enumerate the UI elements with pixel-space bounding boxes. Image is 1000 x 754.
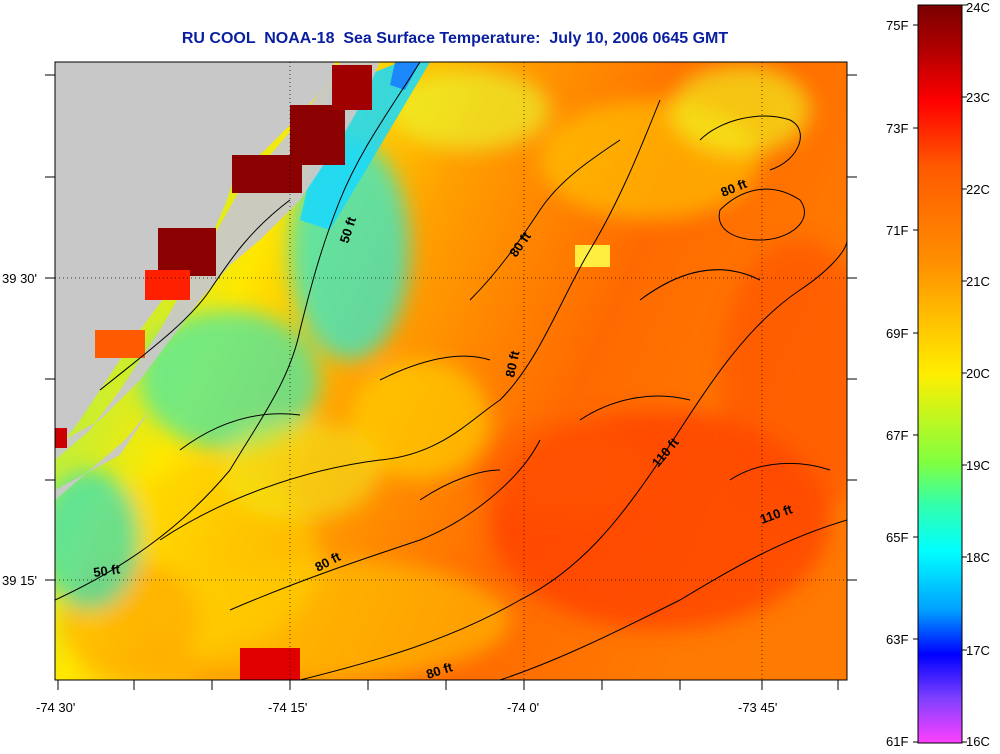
lon-label: -73 45'	[738, 700, 777, 715]
colorbar: 75F 73F 71F 69F 67F 65F 63F 61F 24C 23C …	[886, 0, 990, 749]
sst-field	[55, 62, 847, 680]
colorbar-c-label: 23C	[966, 90, 990, 105]
colorbar-c-label: 22C	[966, 182, 990, 197]
lon-label: -74 15'	[268, 700, 307, 715]
lon-label: -74 0'	[507, 700, 539, 715]
colorbar-c-label: 16C	[966, 734, 990, 749]
colorbar-c-label: 19C	[966, 458, 990, 473]
colorbar-f-label: 73F	[886, 121, 908, 136]
colorbar-f-label: 61F	[886, 734, 908, 749]
lon-label: -74 30'	[36, 700, 75, 715]
colorbar-f-label: 65F	[886, 530, 908, 545]
contour-label-50ft: 50 ft	[92, 561, 121, 580]
contour-label-80ft: 80 ft	[502, 349, 522, 379]
colorbar-f-label: 67F	[886, 428, 908, 443]
lat-label: 39 30'	[2, 271, 37, 286]
colorbar-f-label: 75F	[886, 18, 908, 33]
colorbar-c-label: 20C	[966, 366, 990, 381]
colorbar-c-label: 17C	[966, 643, 990, 658]
colorbar-f-label: 71F	[886, 223, 908, 238]
colorbar-c-label: 24C	[966, 0, 990, 15]
colorbar-f-label: 63F	[886, 632, 908, 647]
colorbar-f-label: 69F	[886, 326, 908, 341]
axis-ticks	[45, 74, 857, 690]
colorbar-c-label: 18C	[966, 550, 990, 565]
colorbar-c-label: 21C	[966, 274, 990, 289]
lat-label: 39 15'	[2, 573, 37, 588]
map-title: RU COOL NOAA-18 Sea Surface Temperature:…	[181, 30, 729, 47]
